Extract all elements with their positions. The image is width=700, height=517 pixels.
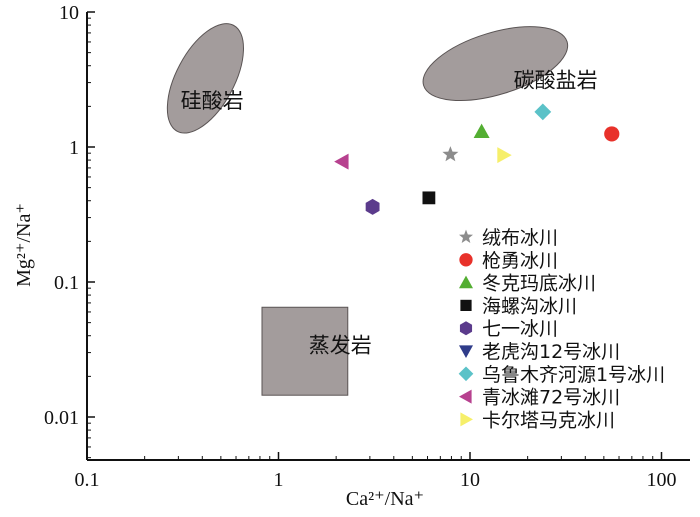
legend-marker-triangle-left bbox=[459, 389, 472, 404]
y-tick-label: 0.01 bbox=[44, 407, 79, 429]
y-tick-label: 1 bbox=[69, 137, 79, 159]
y-axis-label: Mg²⁺/Na⁺ bbox=[13, 203, 35, 287]
legend-marker-circle bbox=[459, 253, 473, 267]
legend-marker-triangle-right bbox=[460, 412, 473, 427]
x-axis-label: Ca²⁺/Na⁺ bbox=[346, 488, 424, 510]
x-tick-label: 1 bbox=[274, 469, 284, 491]
points-layer bbox=[334, 103, 620, 215]
legend-marker-square bbox=[460, 299, 472, 311]
data-point-circle bbox=[604, 126, 620, 142]
y-tick-label: 0.1 bbox=[54, 272, 79, 294]
region-2-label: 碳酸盐岩 bbox=[514, 69, 598, 93]
legend-marker-hexagon bbox=[459, 321, 473, 336]
x-tick-label: 0.1 bbox=[75, 469, 100, 491]
data-point-hexagon bbox=[365, 198, 380, 215]
region-1-shape bbox=[166, 23, 244, 134]
axes-layer bbox=[86, 12, 690, 461]
legend-label: 青冰滩72号冰川 bbox=[482, 387, 620, 409]
region-2-shape bbox=[422, 26, 569, 101]
legend-label: 绒布冰川 bbox=[482, 227, 558, 249]
data-point-star bbox=[442, 146, 459, 162]
legend-marker-triangle-up bbox=[459, 275, 473, 289]
legend-label: 老虎沟12号冰川 bbox=[482, 341, 620, 363]
legend-marker-diamond bbox=[458, 366, 474, 382]
x-tick-label: 10 bbox=[460, 469, 480, 491]
region-3-shape bbox=[261, 306, 349, 396]
legend-label: 七一冰川 bbox=[482, 318, 558, 340]
data-point-diamond bbox=[534, 103, 552, 121]
data-point-triangle-right bbox=[497, 147, 512, 164]
legend: 绒布冰川枪勇冰川冬克玛底冰川海螺沟冰川七一冰川老虎沟12号冰川乌鲁木齐河源1号冰… bbox=[458, 227, 665, 431]
legend-marker-triangle-down bbox=[459, 345, 473, 358]
legend-label: 海螺沟冰川 bbox=[482, 295, 577, 317]
legend-label: 乌鲁木齐河源1号冰川 bbox=[482, 364, 665, 386]
region-1-label: 硅酸岩 bbox=[181, 89, 244, 113]
legend-marker-star bbox=[459, 229, 473, 243]
data-point-triangle-up bbox=[473, 123, 490, 139]
region-3-label: 蒸发岩 bbox=[309, 333, 372, 357]
data-point-triangle-left bbox=[334, 153, 349, 170]
legend-label: 枪勇冰川 bbox=[482, 250, 558, 272]
y-tick-label: 10 bbox=[59, 2, 79, 24]
x-tick-label: 100 bbox=[647, 469, 677, 491]
ticks-layer: 0.1 1 10 100 0.01 0.1 1 10 bbox=[44, 2, 677, 491]
legend-label: 卡尔塔马克冰川 bbox=[482, 409, 615, 431]
data-point-square bbox=[422, 191, 436, 205]
legend-label: 冬克玛底冰川 bbox=[482, 273, 596, 295]
